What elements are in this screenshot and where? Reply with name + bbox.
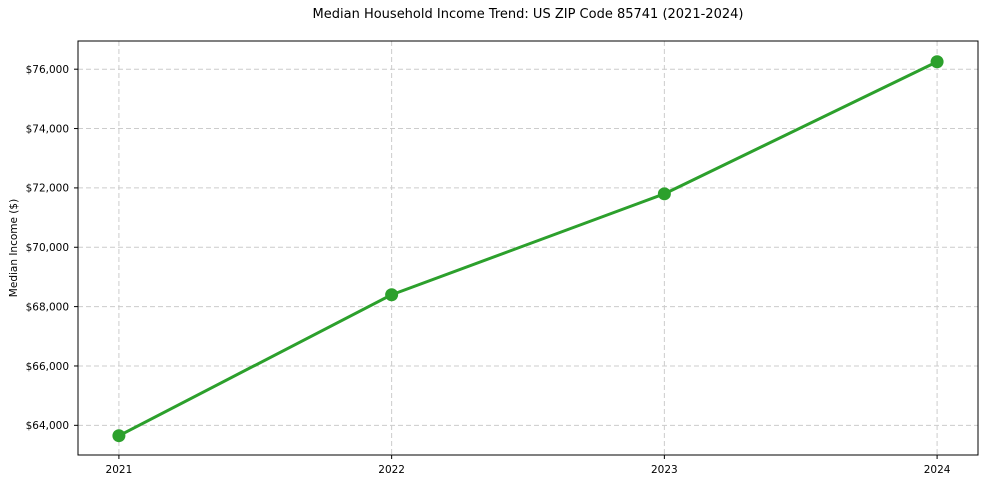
data-point-2023 [657,187,671,201]
y-tick-label: $70,000 [26,242,69,254]
y-tick-label: $64,000 [26,420,69,432]
chart-title: Median Household Income Trend: US ZIP Co… [312,7,744,22]
data-line [117,60,939,438]
x-tick-label: 2022 [378,464,405,476]
y-tick-label: $66,000 [26,361,69,373]
y-tick-label: $72,000 [26,183,69,195]
y-tick-label: $76,000 [26,64,69,76]
y-tick-label: $68,000 [26,301,69,313]
x-tick-label: 2021 [106,464,133,476]
data-point-2022 [385,288,399,302]
x-tick-label: 2024 [924,464,951,476]
plot-border [77,40,979,456]
y-tick-label: $74,000 [26,123,69,135]
data-point-2021 [112,429,126,443]
data-point-2024 [930,55,944,69]
x-tick-label: 2023 [651,464,678,476]
